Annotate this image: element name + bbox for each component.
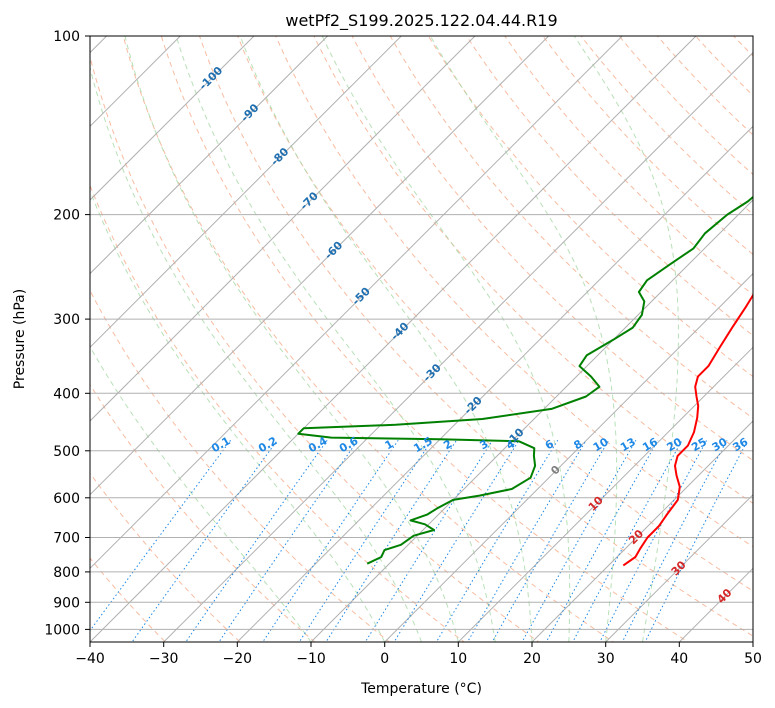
isotherm-line xyxy=(383,272,753,642)
dry-adiabat-line xyxy=(504,36,753,296)
x-tick-label: 10 xyxy=(449,651,467,667)
dry-adiabat-line xyxy=(313,36,753,504)
isotherm-line xyxy=(457,346,753,642)
mixing-ratio-line xyxy=(185,440,328,642)
dry-adiabat-line xyxy=(90,184,465,642)
isotherm-line xyxy=(90,36,476,422)
mixing-ratio-line xyxy=(466,440,587,642)
moist-adiabat-line xyxy=(124,36,459,642)
dry-adiabat-line xyxy=(389,36,753,419)
dry-adiabat-line xyxy=(580,36,753,215)
y-tick-label: 700 xyxy=(53,531,80,547)
y-tick-label: 400 xyxy=(53,386,80,402)
y-tick-label: 900 xyxy=(53,595,80,611)
moist-adiabat-line xyxy=(90,189,386,642)
x-tick-label: 0 xyxy=(380,651,389,667)
moist-adiabat-line xyxy=(239,36,533,642)
mixing-ratio-line xyxy=(572,440,683,642)
isotherm-line xyxy=(310,199,753,642)
isotherm-line xyxy=(236,125,753,642)
x-axis-label: Temperature (°C) xyxy=(360,681,482,697)
x-axis: −40 −30 −20 −10 0 10 20 30 40 50 xyxy=(75,642,762,667)
moist-adiabat-line xyxy=(175,36,496,642)
y-axis: 100 200 300 400 500 600 700 800 900 1000 xyxy=(44,29,90,638)
moist-adiabat-line xyxy=(573,36,679,642)
mixing-ratio-line xyxy=(621,440,728,642)
dry-adiabat-line xyxy=(90,383,316,642)
isotherm-line xyxy=(90,36,697,642)
mixing-ratio-line xyxy=(521,440,637,642)
y-tick-label: 1000 xyxy=(44,622,80,638)
dry-adiabat-line xyxy=(351,36,753,462)
dry-adiabat-line xyxy=(465,36,753,337)
y-tick-label: 300 xyxy=(53,312,80,328)
isotherm-line xyxy=(90,36,329,275)
mixing-ratio-line xyxy=(435,440,559,642)
mixing-ratio-line xyxy=(545,440,659,642)
x-tick-label: −10 xyxy=(296,651,326,667)
pressure-grid xyxy=(90,36,753,630)
mixing-ratio-line xyxy=(491,440,610,642)
chart-title: wetPf2_S199.2025.122.04.44.R19 xyxy=(285,11,557,31)
moist-adiabat-line xyxy=(90,345,312,642)
x-tick-label: 40 xyxy=(670,651,688,667)
y-axis-label: Pressure (hPa) xyxy=(12,289,28,389)
moist-adiabat-line xyxy=(429,36,618,642)
moist-adiabat-line xyxy=(90,65,422,642)
mixing-ratio-line xyxy=(599,440,708,642)
y-tick-label: 200 xyxy=(53,208,80,224)
dry-adiabat-line xyxy=(542,36,753,256)
mixing-ratio-line xyxy=(298,440,433,642)
x-tick-label: 30 xyxy=(597,651,615,667)
temperature-profile-line xyxy=(622,293,753,567)
mixing-ratio-line xyxy=(262,440,399,642)
x-tick-label: −30 xyxy=(149,651,179,667)
background-lines xyxy=(90,36,753,642)
isotherm-line xyxy=(90,36,255,201)
x-tick-label: −40 xyxy=(75,651,105,667)
x-tick-label: −20 xyxy=(223,651,253,667)
isotherm-line xyxy=(90,36,182,128)
y-tick-label: 100 xyxy=(53,29,80,45)
dry-adiabat-line xyxy=(90,289,391,642)
mixing-ratio-line xyxy=(90,440,232,632)
y-tick-label: 800 xyxy=(53,565,80,581)
x-tick-label: 50 xyxy=(744,651,762,667)
moist-adiabat-line xyxy=(321,36,571,642)
dry-adiabat-line xyxy=(160,36,690,642)
isotherm-line xyxy=(90,36,550,496)
isotherm-line xyxy=(90,36,403,349)
isotherm-line xyxy=(162,51,753,642)
sounding-series xyxy=(297,195,753,567)
plot-frame xyxy=(89,35,754,643)
isotherm-line xyxy=(531,420,753,642)
y-tick-label: 500 xyxy=(53,444,80,460)
dry-adiabat-line xyxy=(90,54,540,642)
y-tick-label: 600 xyxy=(53,491,80,507)
mixing-ratio-line xyxy=(393,440,520,642)
isotherm-line xyxy=(90,36,624,570)
mixing-ratio-line xyxy=(218,440,359,642)
dewpoint-profile-line xyxy=(297,195,753,565)
isotherm-line xyxy=(604,493,753,642)
dry-adiabat-line xyxy=(237,36,753,592)
x-tick-label: 20 xyxy=(523,651,541,667)
